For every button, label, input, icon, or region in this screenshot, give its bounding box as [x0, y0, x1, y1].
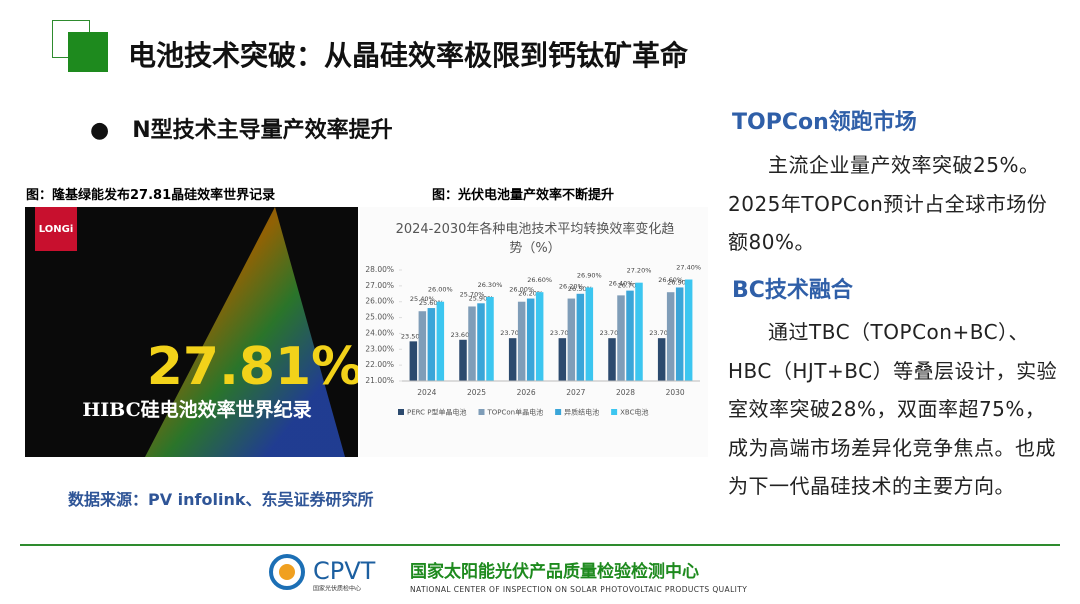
- bar: [535, 292, 544, 381]
- value-label: 23.60%: [451, 331, 476, 339]
- value-label: 26.90%: [577, 271, 602, 279]
- bar: [666, 292, 675, 381]
- value-label: 26.20%: [518, 290, 543, 298]
- x-tick-label: 2024: [417, 388, 436, 397]
- legend-label: XBC电池: [620, 408, 648, 417]
- value-label: 26.00%: [509, 286, 534, 294]
- bar: [657, 338, 666, 381]
- bar: [409, 341, 418, 381]
- photo-subtitle: HIBC硅电池效率世界纪录: [82, 398, 311, 421]
- logo: LONGi: [39, 224, 74, 235]
- value-label: 26.40%: [609, 279, 634, 287]
- value-label: 27.40%: [676, 264, 701, 272]
- org-english: NATIONAL CENTER OF INSPECTION ON SOLAR P…: [410, 585, 748, 594]
- legend-swatch: [398, 409, 404, 415]
- paragraph: 主流企业量产效率突破25%。2025年TOPCon预计占全球市场份额80%。: [728, 153, 1048, 254]
- chart-title: 2024-2030年各种电池技术平均转换效率变化趋势（%）: [395, 222, 675, 256]
- bar: [517, 301, 526, 381]
- y-tick-label: 23.00%: [365, 344, 394, 353]
- bar: [436, 301, 445, 381]
- value-label: 23.70%: [550, 329, 575, 337]
- bar: [558, 338, 567, 381]
- slide-title: 电池技术突破：从晶硅效率极限到钙钛矿革命: [128, 39, 689, 72]
- legend-label: 异质结电池: [564, 408, 599, 417]
- bar: [675, 287, 684, 381]
- bar: [427, 308, 436, 381]
- heading: BC技术融合: [732, 278, 853, 303]
- value-label: 27.20%: [627, 267, 652, 275]
- org-name: 国家太阳能光伏产品质量检验检测中心: [410, 562, 699, 582]
- legend-swatch: [478, 409, 485, 415]
- bar: [486, 296, 494, 381]
- caption: 图：隆基绿能发布27.81晶硅效率世界记录: [26, 188, 276, 203]
- logo-text: CPVT: [313, 557, 376, 585]
- bar: [635, 282, 643, 381]
- y-tick-label: 26.00%: [365, 297, 394, 306]
- value-label: 26.90%: [667, 278, 692, 286]
- bar: [576, 293, 585, 381]
- value-label: 23.70%: [649, 329, 674, 337]
- x-tick-label: 2025: [467, 388, 486, 397]
- value-label: 26.50%: [568, 285, 593, 293]
- value-label: 26.00%: [428, 286, 453, 294]
- chart: 21.00% 22.00% 23.00% 24.00% 25.00% 26.00% 27.0…: [365, 264, 701, 417]
- legend-label: PERC P型单晶电池: [407, 408, 467, 417]
- value-label: 23.70%: [500, 329, 525, 337]
- y-tick-label: 21.00%: [365, 376, 394, 385]
- value-label: 25.40%: [410, 295, 435, 303]
- bar: [684, 279, 693, 381]
- value-label: 26.30%: [478, 281, 503, 289]
- value-label: 26.60%: [658, 276, 683, 284]
- x-tick-label: 2026: [517, 388, 536, 397]
- logo-sub: 国家光伏质检中心: [313, 585, 361, 593]
- deco-square: [68, 32, 108, 72]
- bar: [418, 311, 427, 381]
- bar: [617, 295, 625, 381]
- legend-label: TOPCon单晶电池: [487, 408, 544, 417]
- value-label: 23.50%: [401, 332, 426, 340]
- bar: [526, 298, 535, 381]
- bullet: ● N型技术主导量产效率提升: [90, 118, 393, 143]
- value-label: 25.70%: [460, 290, 485, 298]
- value-label: 26.60%: [527, 276, 552, 284]
- y-tick-label: 22.00%: [365, 360, 394, 369]
- footer-line: [20, 544, 1060, 546]
- y-tick-label: 28.00%: [365, 265, 394, 274]
- heading: TOPCon领跑市场: [732, 110, 917, 135]
- legend-swatch: [611, 409, 618, 415]
- value-label: 26.70%: [618, 282, 643, 290]
- bar: [567, 298, 576, 381]
- x-tick-label: 2028: [616, 388, 635, 397]
- value-label: 25.90%: [469, 294, 494, 302]
- bar: [608, 338, 616, 381]
- bar: [477, 303, 485, 381]
- value-label: 25.60%: [419, 299, 444, 307]
- y-tick-label: 24.00%: [365, 328, 394, 337]
- source: 数据来源：PV infolink、东吴证券研究所: [68, 490, 374, 509]
- big-number: 27.81%: [147, 337, 358, 397]
- bar: [459, 339, 467, 381]
- legend-swatch: [555, 409, 562, 415]
- bar: [626, 290, 634, 381]
- y-tick-label: 25.00%: [365, 313, 394, 322]
- x-tick-label: 2030: [666, 388, 685, 397]
- bullet-text: N型技术主导量产效率提升: [132, 118, 393, 143]
- y-tick-label: 27.00%: [365, 281, 394, 290]
- footer-logo: CPVT 国家光伏质检中心: [269, 554, 376, 593]
- paragraph: 通过TBC（TOPCon+BC）、HBC（HJT+BC）等叠层设计，实验室效率突…: [728, 320, 1058, 498]
- bar: [468, 306, 476, 381]
- photo: LONGi 27.81% HIBC硅电池效率世界纪录: [25, 207, 358, 457]
- bar: [585, 287, 594, 381]
- caption: 图：光伏电池量产效率不断提升: [432, 188, 615, 203]
- bar: [508, 338, 517, 381]
- x-tick-label: 2027: [566, 388, 585, 397]
- value-label: 23.70%: [600, 329, 625, 337]
- value-label: 26.20%: [559, 283, 584, 291]
